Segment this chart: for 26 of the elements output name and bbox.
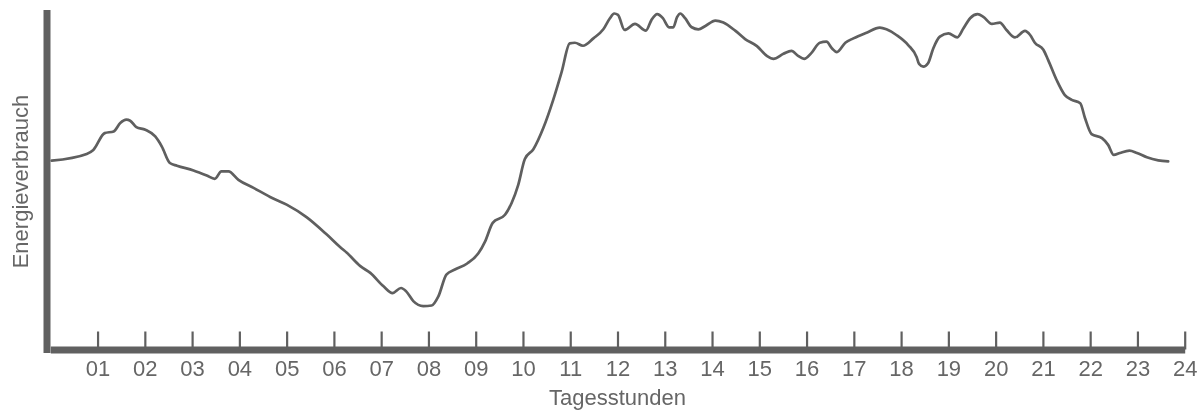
x-tick-label: 20 <box>983 356 1009 382</box>
x-tick-label: 01 <box>85 356 111 382</box>
x-tick-label: 03 <box>180 356 205 382</box>
y-axis-title: Energieverbrauch <box>8 94 33 269</box>
x-tick-label: 15 <box>747 356 773 382</box>
x-tick-label: 17 <box>842 356 867 382</box>
x-tick-label: 22 <box>1078 356 1103 382</box>
x-tick-label: 04 <box>227 356 253 382</box>
x-tick-label: 19 <box>936 356 962 382</box>
x-tick-label: 09 <box>463 356 489 382</box>
x-tick-label: 12 <box>605 356 631 382</box>
x-tick-label: 05 <box>274 356 300 382</box>
x-tick-label: 16 <box>794 356 820 382</box>
x-tick-label: 06 <box>322 356 347 382</box>
x-tick-label: 18 <box>889 356 914 382</box>
x-tick-label: 11 <box>559 356 583 382</box>
x-tick-label: 10 <box>511 356 536 382</box>
x-tick-label: 13 <box>653 356 678 382</box>
x-tick-label: 21 <box>1031 356 1056 382</box>
x-tick-label: 02 <box>133 356 158 382</box>
x-axis-title: Tagesstunden <box>549 385 686 410</box>
x-tick-label: 07 <box>369 356 394 382</box>
x-tick-label: 14 <box>700 356 725 382</box>
x-tick-label: 23 <box>1125 356 1151 382</box>
x-tick-label: 08 <box>416 356 442 382</box>
x-tick-label: 24 <box>1172 356 1198 382</box>
